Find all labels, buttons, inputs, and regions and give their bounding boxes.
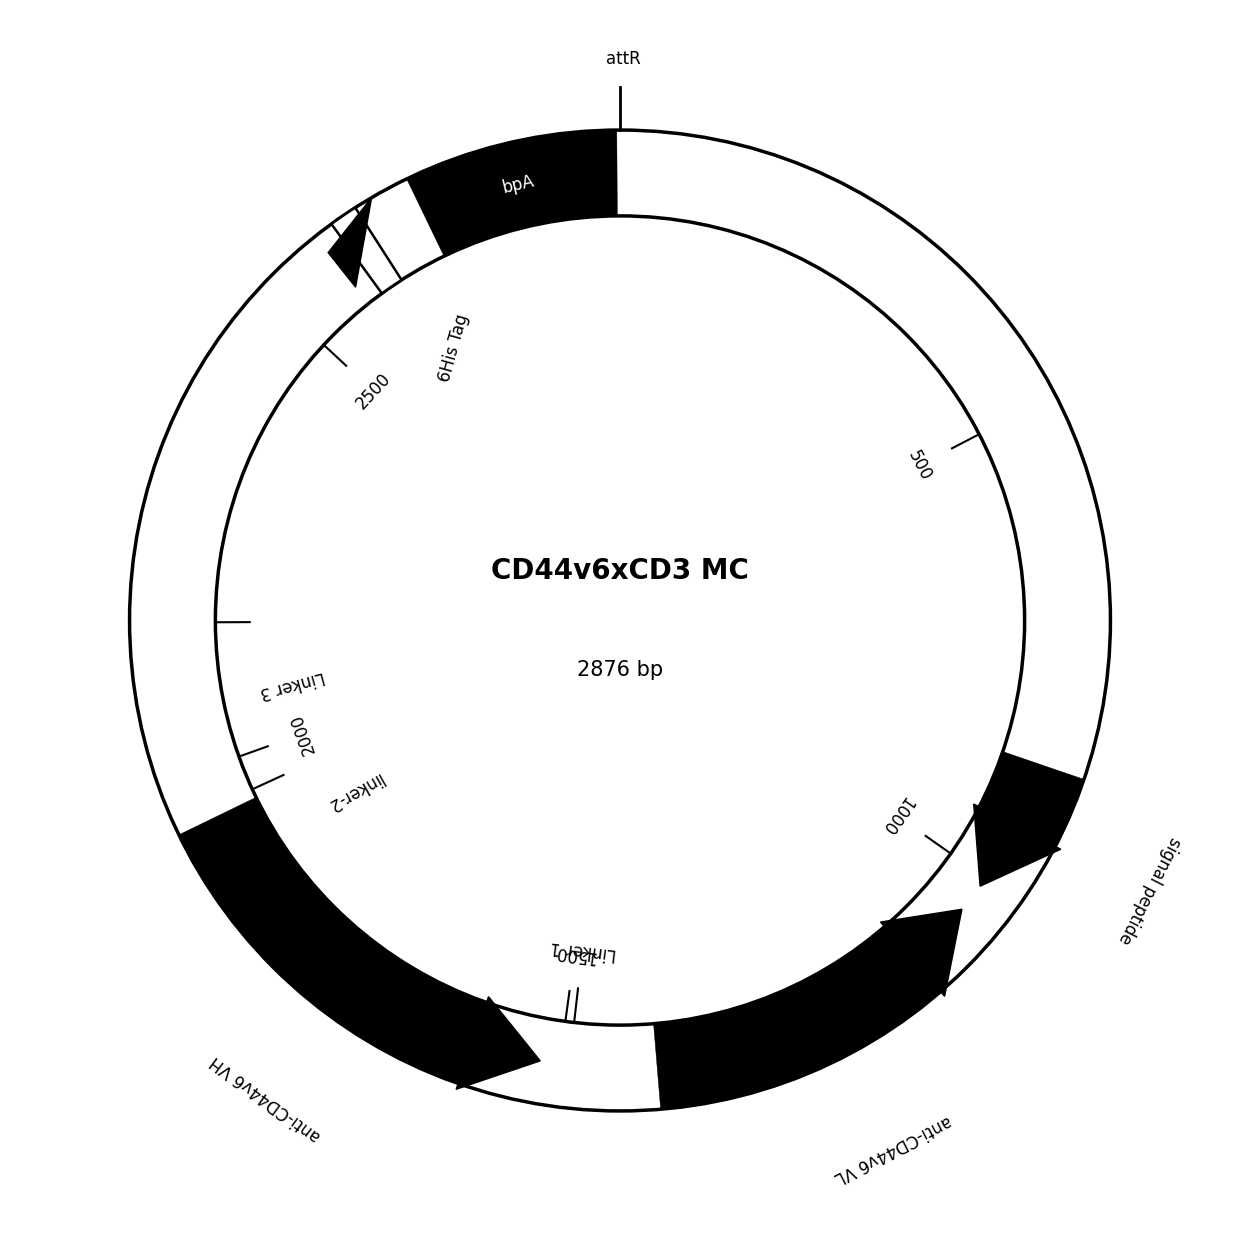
Text: signal peptide: signal peptide <box>1115 834 1184 947</box>
Text: 2876 bp: 2876 bp <box>577 659 663 680</box>
Wedge shape <box>595 130 618 216</box>
Text: Linker 3: Linker 3 <box>258 666 326 701</box>
Text: CD44v6xCD3 MC: CD44v6xCD3 MC <box>491 557 749 586</box>
Text: anti-CD44v6 VH: anti-CD44v6 VH <box>207 1051 325 1145</box>
Polygon shape <box>456 997 541 1090</box>
Text: 1000: 1000 <box>877 792 915 838</box>
Polygon shape <box>329 197 372 287</box>
Text: linker-2: linker-2 <box>322 768 384 814</box>
Wedge shape <box>331 207 402 293</box>
Text: bpA: bpA <box>501 172 536 197</box>
Text: 1500: 1500 <box>552 943 596 967</box>
Text: attR: attR <box>606 51 641 68</box>
Wedge shape <box>407 130 616 256</box>
Text: 6His Tag: 6His Tag <box>436 313 472 385</box>
Wedge shape <box>980 752 1084 846</box>
Text: anti-CD44v6 VL: anti-CD44v6 VL <box>831 1112 955 1186</box>
Text: Linker 1: Linker 1 <box>549 937 618 963</box>
Wedge shape <box>653 927 941 1109</box>
Text: 500: 500 <box>904 447 935 484</box>
Text: 2000: 2000 <box>286 711 317 757</box>
Text: 2500: 2500 <box>352 370 394 412</box>
Wedge shape <box>179 797 486 1083</box>
Polygon shape <box>880 910 962 997</box>
Polygon shape <box>973 804 1060 886</box>
